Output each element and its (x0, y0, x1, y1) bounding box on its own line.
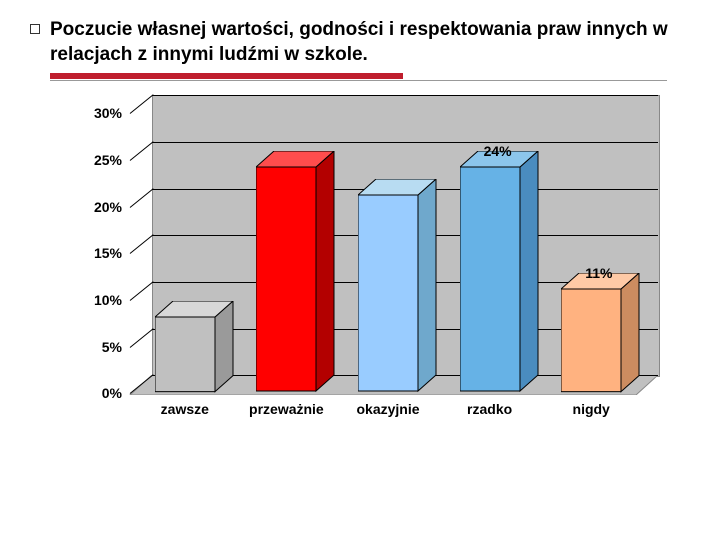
y-tick-label: 20% (72, 199, 122, 215)
x-tick-label: nigdy (543, 401, 639, 417)
y-tick-label: 30% (72, 105, 122, 121)
plot-area (128, 95, 658, 395)
bar (561, 273, 639, 394)
bar-chart: 0% 5% 10% 15% 20% 25% 30% zawsze przeważnie okaz… (68, 95, 668, 425)
bar (256, 151, 334, 393)
x-tick-label: przeważnie (238, 401, 334, 417)
bars-container (128, 95, 658, 395)
bar (155, 301, 233, 394)
bar (460, 151, 538, 393)
x-tick-label: rzadko (442, 401, 538, 417)
slide: Poczucie własnej wartości, godności i re… (0, 0, 720, 540)
slide-title: Poczucie własnej wartości, godności i re… (50, 18, 680, 67)
bar-value-label: 24% (484, 143, 512, 159)
y-tick-label: 25% (72, 152, 122, 168)
y-tick-label: 5% (72, 339, 122, 355)
bar-value-label: 11% (585, 265, 612, 281)
y-tick-label: 10% (72, 292, 122, 308)
bar (358, 179, 436, 393)
title-bullet (30, 24, 40, 34)
title-underline (50, 73, 680, 81)
x-tick-label: zawsze (137, 401, 233, 417)
y-tick-label: 15% (72, 245, 122, 261)
x-tick-label: okazyjnie (340, 401, 436, 417)
y-tick-label: 0% (72, 385, 122, 401)
